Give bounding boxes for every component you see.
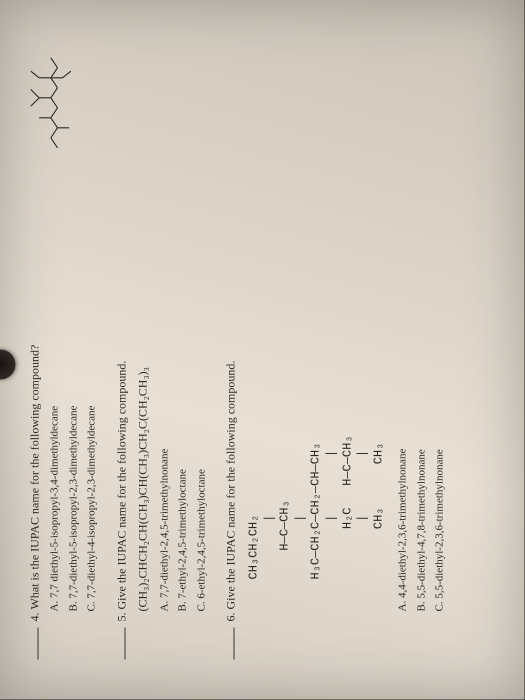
struct-line: | | <box>324 40 340 580</box>
answer-blank[interactable] <box>124 628 125 660</box>
worksheet-page: 4. What is the IUPAC name for the follow… <box>0 0 525 700</box>
options-list: A. 4,4-diethyl-2,3,6-trimethylnonane B. … <box>395 40 449 612</box>
option-b: B. 7-ethyl-2,4,5-trimethyloctane <box>175 40 192 612</box>
answer-blank[interactable] <box>234 628 235 660</box>
structural-formula: CH₃CH₂CH₂ | H—C—CH₃ | H₃C—CH₂C—CH₂—CH—CH… <box>247 40 387 580</box>
struct-line: H₃C—CH₂C—CH₂—CH—CH₃ <box>309 40 325 580</box>
struct-line: | | <box>356 40 372 580</box>
question-number: 4. <box>28 613 43 622</box>
question-prompt: Give the IUPAC name for the following co… <box>224 361 239 610</box>
question-prompt: Give the IUPAC name for the following co… <box>114 361 129 610</box>
struct-line: | <box>293 40 309 580</box>
question-prompt: What is the IUPAC name for the following… <box>28 345 43 610</box>
skeletal-structure-q4 <box>18 55 88 155</box>
option-b: B. 5,5-diethyl-4,7,8-trimethylnonane <box>413 40 430 612</box>
question-number: 5. <box>114 613 129 622</box>
option-a: A. 7,7-diethyl-2,4,5-trimethylnonane <box>156 40 173 612</box>
question-5: 5. Give the IUPAC name for the following… <box>114 40 210 660</box>
struct-line: CH₃ CH₃ <box>371 40 387 580</box>
options-list: A. 7,7-diethyl-2,4,5-trimethylnonane B. … <box>156 40 210 612</box>
chemical-formula: (CH₃)₂CHCH₂CH(CH₃)CH(CH₃)CH₂C(CH₂CH₃)₃ <box>135 40 150 612</box>
struct-line: CH₃CH₂CH₂ <box>247 40 263 580</box>
paper-hole <box>0 350 16 380</box>
question-number: 6. <box>224 613 239 622</box>
option-c: C. 6-ethyl-2,4,5-trimethyloctane <box>193 40 210 612</box>
option-c: C. 5,5-diethyl-2,3,6-trimethylnonane <box>432 40 449 612</box>
question-6: 6. Give the IUPAC name for the following… <box>224 40 449 660</box>
struct-line: H₂C H—C—CH₃ <box>340 40 356 580</box>
option-a: A. 4,4-diethyl-2,3,6-trimethylnonane <box>395 40 412 612</box>
struct-line: | <box>262 40 278 580</box>
struct-line: H—C—CH₃ <box>278 40 294 580</box>
answer-blank[interactable] <box>38 628 39 660</box>
